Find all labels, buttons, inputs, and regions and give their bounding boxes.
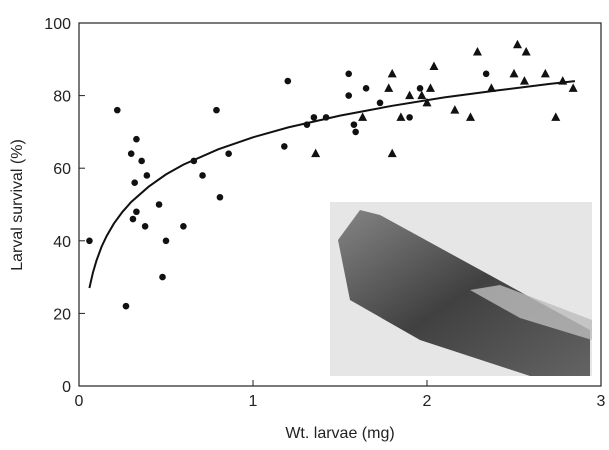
y-tick-label: 60 (53, 161, 71, 178)
circle-point (345, 70, 353, 78)
circle-point (362, 85, 370, 92)
fit-curve (88, 80, 576, 289)
triangle-point (450, 105, 460, 114)
triangle-point (551, 112, 561, 121)
circle-point (159, 273, 166, 281)
circle-point (129, 215, 137, 223)
triangle-point (425, 83, 435, 92)
circle-point (284, 77, 292, 85)
triangle-point (486, 83, 496, 92)
triangle-point (417, 90, 427, 100)
triangle-point (405, 90, 415, 100)
triangle-point (558, 76, 568, 85)
circle-point (190, 157, 198, 165)
triangle-point (311, 148, 321, 158)
circle-point (281, 143, 288, 150)
triangle-point (466, 112, 475, 121)
circle-point (350, 121, 358, 128)
triangle-point (387, 68, 397, 78)
inset-photo (330, 202, 592, 376)
circle-point (345, 92, 353, 99)
circle-point (122, 302, 130, 310)
triangle-point (512, 39, 522, 49)
circle-point (113, 106, 121, 114)
circle-point (141, 222, 149, 230)
circle-point (352, 128, 359, 136)
circle-point (131, 179, 138, 187)
y-tick-label: 0 (62, 379, 71, 396)
triangle-point (568, 83, 578, 92)
circle-point (133, 135, 140, 143)
triangle-point (472, 47, 482, 56)
circle-point (213, 106, 220, 114)
circle-point (322, 114, 330, 121)
circle-point (310, 114, 318, 121)
y-tick-label: 20 (53, 306, 71, 323)
y-tick-label: 100 (44, 16, 71, 33)
triangle-point (358, 112, 368, 121)
circle-point (127, 150, 135, 157)
circle-point (155, 201, 163, 208)
circle-point (225, 150, 232, 157)
circle-point (180, 222, 187, 230)
circle-point (216, 193, 224, 201)
triangle-point (396, 112, 406, 121)
y-axis-label: Larval survival (%) (9, 139, 26, 271)
circle-point (138, 157, 145, 165)
triangle-point (540, 68, 550, 78)
triangle-point (429, 61, 439, 71)
y-tick-label: 40 (53, 234, 71, 251)
plot-frame (78, 22, 602, 387)
circle-point (86, 237, 93, 245)
circle-point (162, 237, 170, 245)
x-tick-label: 0 (75, 393, 84, 410)
circle-point (416, 85, 424, 92)
triangle-point (384, 83, 394, 92)
circle-point (482, 70, 490, 78)
triangle-point (509, 68, 519, 78)
triangle-point (519, 76, 529, 85)
triangle-point (422, 97, 432, 107)
circle-point (199, 172, 206, 179)
x-tick-label: 1 (249, 393, 258, 410)
x-tick-label: 2 (423, 393, 432, 410)
triangle-point (387, 148, 397, 158)
circle-point (406, 114, 413, 121)
circle-point (133, 208, 140, 216)
triangle-point (521, 47, 531, 56)
circle-point (143, 172, 151, 179)
circle-point (303, 121, 311, 128)
x-tick-label: 3 (597, 393, 606, 410)
x-axis-label: Wt. larvae (mg) (285, 425, 394, 442)
circle-point (376, 99, 384, 107)
y-tick-label: 80 (53, 89, 71, 106)
